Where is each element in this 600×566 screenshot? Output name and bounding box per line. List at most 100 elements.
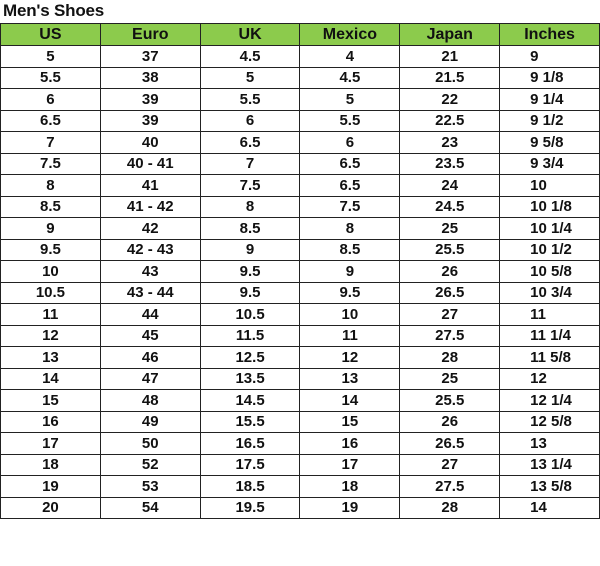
cell-inches: 14 — [499, 496, 600, 519]
table-row: 8 41 7.5 6.5 24 10 — [0, 174, 600, 197]
table-row: 12 45 11.5 11 27.5 11 1/4 — [0, 324, 600, 347]
cell-inches: 13 — [499, 432, 600, 455]
cell-japan: 26 — [399, 410, 501, 433]
cell-euro: 43 - 44 — [99, 281, 201, 304]
cell-mexico: 9 — [299, 260, 401, 283]
cell-us: 12 — [0, 324, 101, 347]
cell-inches: 9 1/2 — [499, 109, 600, 132]
cell-us: 20 — [0, 496, 101, 519]
cell-uk: 11.5 — [199, 324, 301, 347]
cell-uk: 12.5 — [199, 346, 301, 369]
column-header-inches: Inches — [499, 23, 600, 46]
cell-euro: 40 - 41 — [99, 152, 201, 175]
cell-japan: 24 — [399, 174, 501, 197]
cell-mexico: 8.5 — [299, 238, 401, 261]
cell-japan: 25.5 — [399, 389, 501, 412]
cell-japan: 21.5 — [399, 66, 501, 89]
cell-mexico: 6.5 — [299, 152, 401, 175]
cell-us: 8 — [0, 174, 101, 197]
cell-euro: 37 — [99, 45, 201, 68]
cell-us: 14 — [0, 367, 101, 390]
cell-euro: 48 — [99, 389, 201, 412]
cell-uk: 17.5 — [199, 453, 301, 476]
cell-euro: 38 — [99, 66, 201, 89]
cell-inches: 9 5/8 — [499, 131, 600, 154]
cell-us: 19 — [0, 475, 101, 498]
cell-japan: 28 — [399, 496, 501, 519]
cell-us: 6.5 — [0, 109, 101, 132]
cell-mexico: 18 — [299, 475, 401, 498]
table-row: 19 53 18.5 18 27.5 13 5/8 — [0, 475, 600, 498]
table-row: 10 43 9.5 9 26 10 5/8 — [0, 260, 600, 283]
cell-mexico: 12 — [299, 346, 401, 369]
cell-euro: 47 — [99, 367, 201, 390]
cell-euro: 46 — [99, 346, 201, 369]
cell-japan: 26.5 — [399, 432, 501, 455]
cell-japan: 26 — [399, 260, 501, 283]
table-row: 13 46 12.5 12 28 11 5/8 — [0, 346, 600, 369]
cell-uk: 9.5 — [199, 281, 301, 304]
cell-uk: 6.5 — [199, 131, 301, 154]
cell-mexico: 13 — [299, 367, 401, 390]
cell-japan: 22.5 — [399, 109, 501, 132]
cell-japan: 24.5 — [399, 195, 501, 218]
cell-inches: 9 3/4 — [499, 152, 600, 175]
cell-mexico: 5 — [299, 88, 401, 111]
table-row: 8.5 41 - 42 8 7.5 24.5 10 1/8 — [0, 195, 600, 218]
cell-japan: 27.5 — [399, 324, 501, 347]
table-row: 9.5 42 - 43 9 8.5 25.5 10 1/2 — [0, 238, 600, 261]
table-row: 5.5 38 5 4.5 21.5 9 1/8 — [0, 66, 600, 89]
cell-mexico: 4.5 — [299, 66, 401, 89]
cell-uk: 9 — [199, 238, 301, 261]
cell-inches: 12 — [499, 367, 600, 390]
table-row: 18 52 17.5 17 27 13 1/4 — [0, 453, 600, 476]
cell-euro: 41 - 42 — [99, 195, 201, 218]
cell-euro: 52 — [99, 453, 201, 476]
cell-euro: 53 — [99, 475, 201, 498]
cell-inches: 10 5/8 — [499, 260, 600, 283]
table-row: 11 44 10.5 10 27 11 — [0, 303, 600, 326]
cell-japan: 21 — [399, 45, 501, 68]
cell-inches: 13 5/8 — [499, 475, 600, 498]
table-body: 5 37 4.5 4 21 9 5.5 38 5 4.5 21.5 9 1/8 6 39 5.5 5 22 9 1… — [0, 45, 600, 519]
cell-mexico: 8 — [299, 217, 401, 240]
cell-us: 5.5 — [0, 66, 101, 89]
cell-us: 5 — [0, 45, 101, 68]
cell-us: 10 — [0, 260, 101, 283]
cell-us: 6 — [0, 88, 101, 111]
cell-euro: 39 — [99, 88, 201, 111]
cell-japan: 27 — [399, 453, 501, 476]
table-row: 20 54 19.5 19 28 14 — [0, 496, 600, 519]
cell-uk: 9.5 — [199, 260, 301, 283]
cell-uk: 16.5 — [199, 432, 301, 455]
cell-euro: 50 — [99, 432, 201, 455]
cell-us: 9.5 — [0, 238, 101, 261]
table-row: 6.5 39 6 5.5 22.5 9 1/2 — [0, 109, 600, 132]
page-title: Men's Shoes — [3, 1, 105, 20]
cell-uk: 15.5 — [199, 410, 301, 433]
cell-euro: 43 — [99, 260, 201, 283]
cell-mexico: 10 — [299, 303, 401, 326]
cell-mexico: 15 — [299, 410, 401, 433]
cell-uk: 6 — [199, 109, 301, 132]
cell-uk: 14.5 — [199, 389, 301, 412]
cell-us: 15 — [0, 389, 101, 412]
table-row: 5 37 4.5 4 21 9 — [0, 45, 600, 68]
cell-inches: 11 — [499, 303, 600, 326]
cell-japan: 22 — [399, 88, 501, 111]
cell-inches: 11 5/8 — [499, 346, 600, 369]
cell-inches: 12 1/4 — [499, 389, 600, 412]
cell-us: 10.5 — [0, 281, 101, 304]
cell-us: 8.5 — [0, 195, 101, 218]
table-row: 14 47 13.5 13 25 12 — [0, 367, 600, 390]
cell-mexico: 5.5 — [299, 109, 401, 132]
cell-mexico: 16 — [299, 432, 401, 455]
size-chart-table: US Euro UK Mexico Japan Inches 5 37 4.5 4 21 9 5.5 3… — [0, 23, 600, 519]
cell-japan: 28 — [399, 346, 501, 369]
table-row: 16 49 15.5 15 26 12 5/8 — [0, 410, 600, 433]
cell-us: 11 — [0, 303, 101, 326]
cell-euro: 42 — [99, 217, 201, 240]
cell-japan: 27 — [399, 303, 501, 326]
cell-uk: 18.5 — [199, 475, 301, 498]
table-row: 10.5 43 - 44 9.5 9.5 26.5 10 3/4 — [0, 281, 600, 304]
